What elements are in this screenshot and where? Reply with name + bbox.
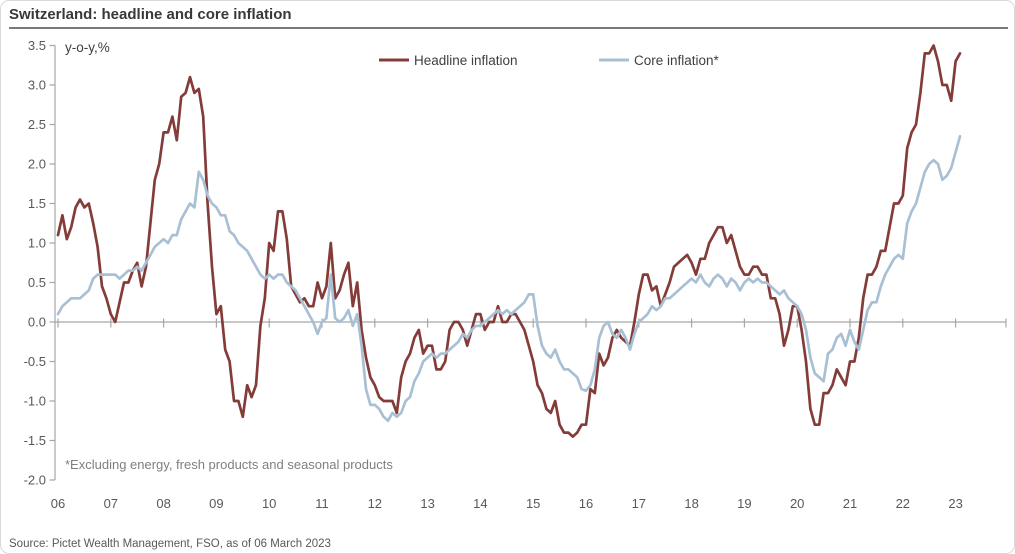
- series-line-core: [56, 134, 962, 423]
- legend: Headline inflation Core inflation*: [379, 53, 720, 68]
- x-tick-label: 15: [526, 496, 540, 511]
- series-line-headline: [56, 44, 962, 438]
- legend-label-core: Core inflation*: [634, 53, 720, 68]
- x-tick-label: 07: [104, 496, 118, 511]
- x-tick-label: 17: [632, 496, 646, 511]
- y-tick-label: -2.0: [24, 473, 46, 488]
- x-tick-label: 18: [684, 496, 698, 511]
- y-tick-label: 2.5: [28, 117, 46, 132]
- y-tick-label: 1.5: [28, 196, 46, 211]
- chart-footnote: *Excluding energy, fresh products and se…: [65, 457, 393, 472]
- x-tick-label: 22: [896, 496, 910, 511]
- x-tick-label: 10: [262, 496, 276, 511]
- x-tick-label: 08: [156, 496, 170, 511]
- y-tick-label: 3.0: [28, 78, 46, 93]
- x-tick-label: 11: [315, 496, 329, 511]
- x-tick-label: 13: [420, 496, 434, 511]
- y-tick-label: -0.5: [24, 354, 46, 369]
- source-text: Source: Pictet Wealth Management, FSO, a…: [9, 538, 331, 550]
- x-tick-label: 09: [209, 496, 223, 511]
- x-tick-label: 21: [843, 496, 857, 511]
- x-tick-label: 16: [579, 496, 593, 511]
- x-tick-label: 23: [948, 496, 962, 511]
- y-tick-label: -1.0: [24, 394, 46, 409]
- y-tick-label: 3.5: [28, 38, 46, 53]
- x-tick-label: 14: [473, 496, 487, 511]
- x-tick-label: 20: [790, 496, 804, 511]
- y-tick-label: 0.5: [28, 275, 46, 290]
- x-tick-label: 06: [51, 496, 65, 511]
- y-tick-label: -1.5: [24, 433, 46, 448]
- axes: 06 07 08 09 10 11 12 13 14 15 16 17 18 19 20 21 22 23 3.5 3…: [24, 38, 1007, 511]
- x-tick-label: 12: [368, 496, 382, 511]
- chart-title: Switzerland: headline and core inflation: [9, 6, 292, 23]
- legend-label-headline: Headline inflation: [414, 53, 518, 68]
- y-tick-label: 1.0: [28, 236, 46, 251]
- y-axis-unit-label: y-o-y,%: [65, 40, 110, 55]
- y-tick-label: 2.0: [28, 157, 46, 172]
- x-tick-label: 19: [737, 496, 751, 511]
- y-tick-label: 0.0: [28, 315, 46, 330]
- series-lines: [56, 44, 962, 438]
